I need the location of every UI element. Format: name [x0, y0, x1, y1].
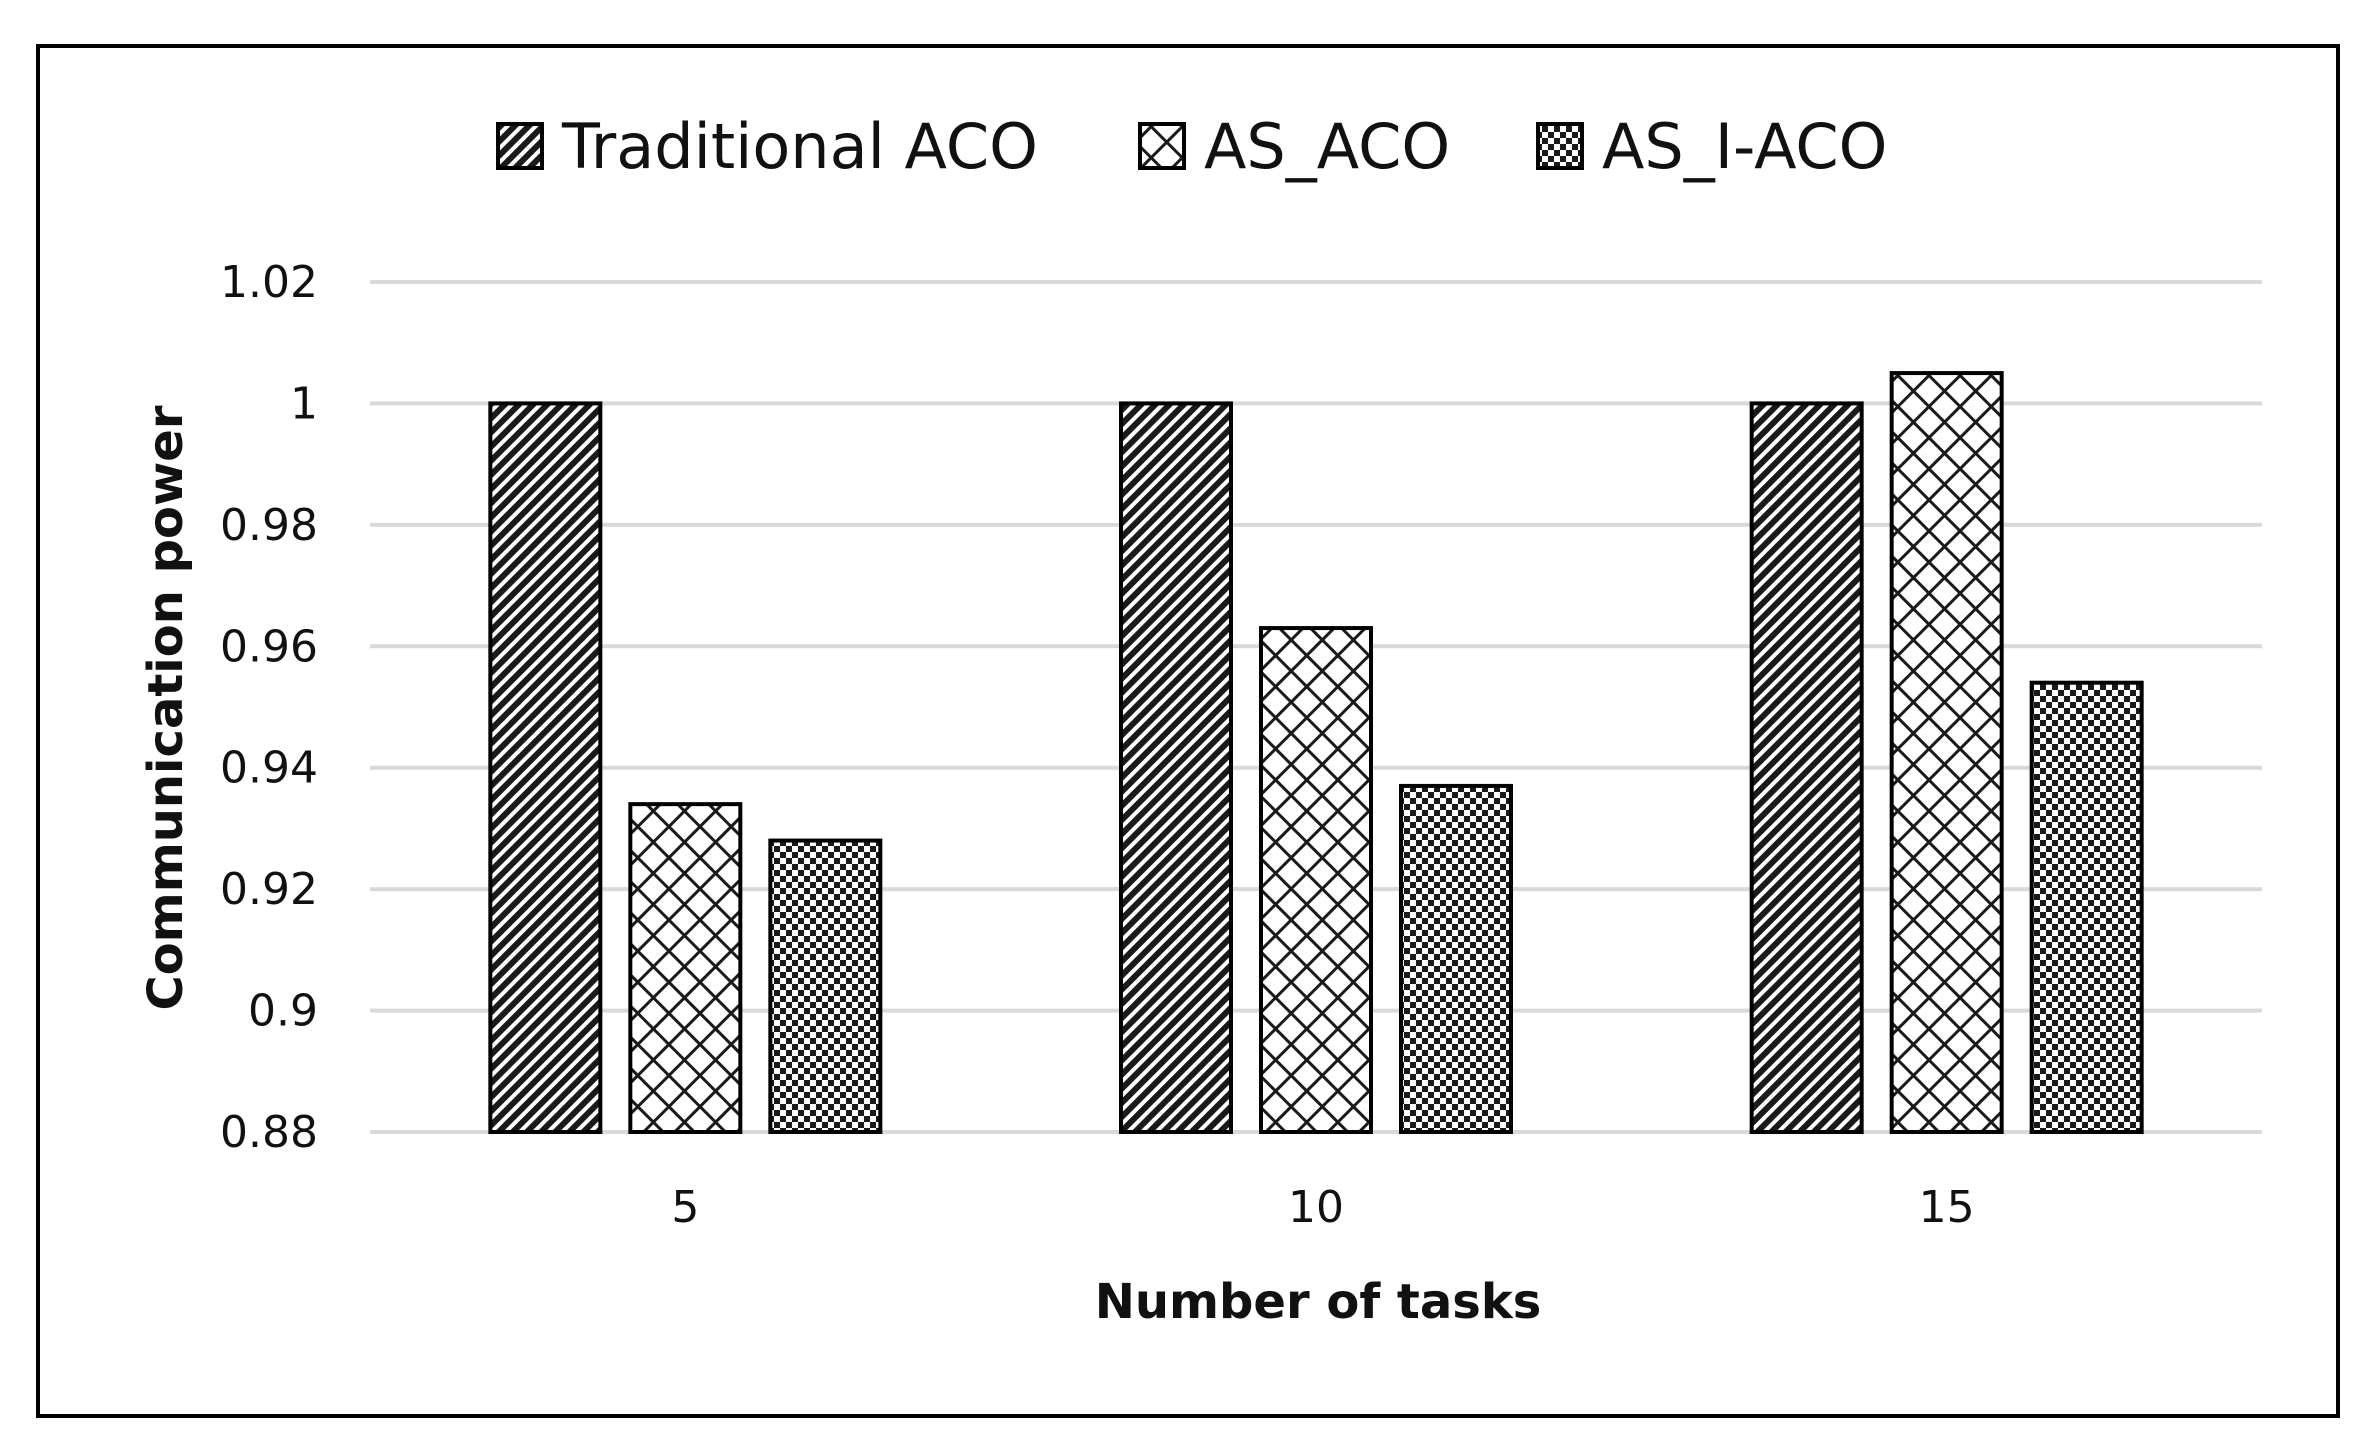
- bar: [1889, 371, 2004, 1135]
- legend-swatch: [1536, 122, 1584, 170]
- x-axis-title: Number of tasks: [1095, 1274, 1542, 1330]
- y-tick-label: 0.96: [220, 621, 318, 672]
- y-tick-label: 0.94: [220, 743, 318, 794]
- legend-label: AS_ACO: [1204, 110, 1450, 183]
- y-tick-label: 1: [290, 378, 318, 429]
- bar: [488, 401, 603, 1134]
- legend-swatch: [496, 122, 544, 170]
- bars: [488, 371, 2144, 1135]
- y-tick-label: 0.88: [220, 1107, 318, 1158]
- bar: [628, 802, 743, 1135]
- y-axis-title: Communication power: [138, 405, 194, 1010]
- x-tick-label: 15: [1919, 1182, 1975, 1233]
- x-axis-ticks: 5 10 15: [671, 1182, 1974, 1233]
- legend-label: AS_I-ACO: [1602, 110, 1887, 183]
- legend: Traditional ACO AS_ACO AS_I-ACO: [496, 110, 1887, 183]
- bar: [2029, 680, 2144, 1134]
- y-tick-label: 0.92: [220, 864, 318, 915]
- bar: [1749, 401, 1864, 1134]
- bar: [768, 838, 883, 1134]
- bar: [1399, 783, 1513, 1135]
- x-tick-label: 10: [1288, 1182, 1344, 1233]
- bar: [1259, 626, 1373, 1134]
- x-tick-label: 5: [671, 1182, 699, 1233]
- legend-swatch: [1138, 122, 1186, 170]
- y-tick-label: 1.02: [220, 257, 318, 308]
- y-tick-label: 0.98: [220, 500, 318, 551]
- y-tick-label: 0.9: [248, 986, 318, 1037]
- legend-label: Traditional ACO: [561, 110, 1038, 183]
- bar: [1119, 401, 1233, 1134]
- y-axis-ticks: 0.88 0.9 0.92 0.94 0.96 0.98 1 1.02: [220, 257, 318, 1158]
